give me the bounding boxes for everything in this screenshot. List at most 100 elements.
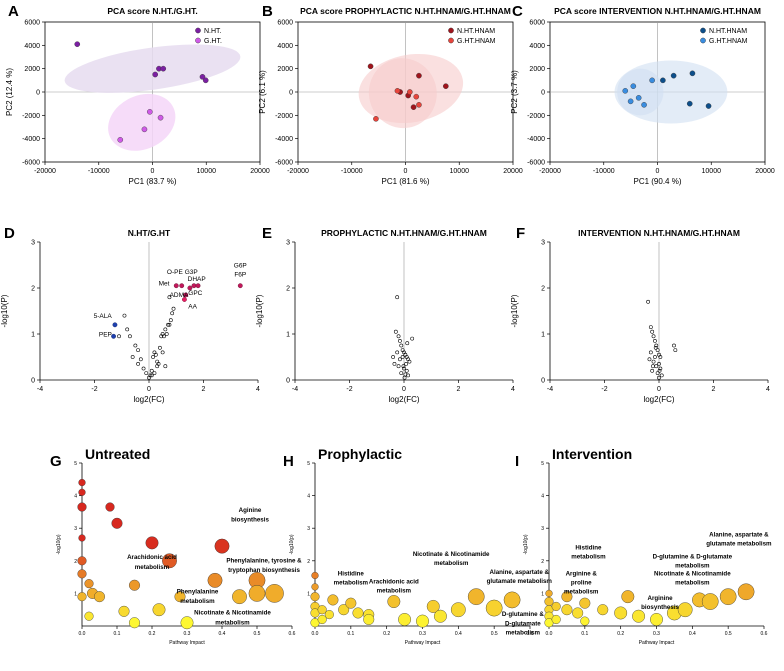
data-point [627, 98, 634, 105]
y-tick-label: 2000 [277, 66, 293, 73]
legend-label: N.HT. [204, 28, 222, 35]
pathway-bubble [701, 593, 719, 610]
data-point [153, 352, 158, 357]
pathway-annotation: Arginine & [566, 570, 598, 577]
x-tick-label: 0.3 [184, 631, 191, 637]
data-point [400, 355, 405, 359]
y-tick-label: 3 [74, 526, 77, 532]
pathway-bubble [416, 614, 429, 628]
data-point [651, 359, 656, 364]
data-point [395, 295, 400, 300]
pathway-bubble [632, 609, 646, 623]
pathway-bubble [363, 613, 375, 625]
y-tick-label: 2 [31, 286, 35, 293]
y-tick-label: -4000 [275, 136, 293, 143]
data-point [202, 77, 209, 84]
x-tick-label: 0.2 [383, 631, 390, 637]
data-point [141, 366, 146, 371]
y-axis-label: -log10(p) [289, 534, 295, 554]
panel-G: 0.0 0.1 0.2 0.3 0.4 0.5 0.6 1 2 3 4 5 Pathway Impact… [56, 461, 302, 646]
pathway-annotation: Phenylalanine, tyrosine & [226, 557, 302, 564]
pathway-bubble [111, 517, 123, 529]
y-tick-label: 3 [307, 526, 310, 532]
data-point [657, 368, 662, 373]
panel-label-e: E [262, 225, 272, 242]
data-point [653, 338, 657, 343]
y-tick-label: 0 [541, 378, 545, 385]
pathway-annotation: metabolism [564, 589, 599, 596]
x-tick-label: 10000 [450, 168, 470, 175]
y-tick-label: 2000 [529, 66, 545, 73]
pathway-annotation: Aginine [239, 507, 262, 514]
x-tick-label: 0 [657, 386, 661, 393]
data-point [635, 95, 642, 101]
x-axis-label: log2(FC) [643, 395, 674, 404]
significant-point [173, 283, 179, 289]
pathway-bubble [214, 538, 230, 554]
x-tick-label: -4 [292, 386, 298, 393]
confidence-ellipse [108, 93, 176, 151]
pathway-annotation: metabolism [675, 580, 710, 587]
data-point [373, 116, 379, 122]
x-tick-label: 0.3 [653, 631, 660, 637]
pathway-bubble [84, 579, 94, 589]
x-tick-label: 0.5 [725, 631, 732, 637]
pathway-annotation: Phenylalanine [177, 588, 219, 595]
data-point [398, 357, 402, 362]
data-point [168, 318, 173, 323]
pathway-bubble [77, 502, 87, 512]
x-tick-label: -2 [601, 386, 607, 393]
y-tick-label: 3 [286, 240, 290, 247]
x-axis-label: PC1 (90.4 %) [633, 177, 681, 186]
pathway-bubble [78, 488, 86, 496]
data-point [658, 355, 663, 359]
pathway-annotation: D-glutamate [505, 620, 541, 627]
point-annotation: O-PE [167, 269, 184, 276]
y-tick-label: -6000 [275, 160, 293, 167]
data-point [659, 373, 664, 378]
data-point [641, 102, 647, 108]
panel-H: 0.0 0.1 0.2 0.3 0.4 0.5 0.6 1 2 3 4 5 Pathway Impact… [289, 461, 552, 646]
data-point [653, 345, 658, 350]
data-point [125, 327, 130, 332]
data-point [413, 93, 420, 100]
pathway-bubble [352, 607, 364, 619]
point-annotation: G3P [185, 269, 198, 276]
panel-I: 0.0 0.1 0.2 0.3 0.4 0.5 0.6 1 2 3 4 5 Pathway Impact… [523, 461, 772, 646]
y-tick-label: 4 [541, 494, 544, 500]
pathway-annotation: Nicotinate & Nicotinamide [194, 610, 271, 617]
data-point [162, 334, 166, 339]
x-tick-label: 0 [147, 386, 151, 393]
point-annotation: F6P [234, 272, 246, 279]
legend-marker [195, 27, 201, 34]
significant-point [179, 283, 185, 289]
y-tick-label: 3 [541, 240, 545, 247]
significant-point [112, 322, 118, 328]
x-tick-label: 0.2 [149, 631, 156, 637]
pathway-bubble [77, 556, 87, 566]
data-point [672, 343, 676, 348]
x-tick-label: 4 [766, 386, 770, 393]
data-point [405, 341, 410, 346]
x-tick-label: 0 [402, 386, 406, 393]
data-point [654, 364, 659, 369]
data-point [128, 334, 132, 339]
pathway-bubble [145, 536, 159, 550]
x-tick-label: 0.4 [689, 631, 696, 637]
chart-title: Untreated [85, 446, 150, 462]
legend-label: N.HT.HNAM [709, 28, 747, 35]
data-point [160, 350, 165, 355]
data-point [117, 137, 124, 143]
x-tick-label: -20000 [34, 168, 56, 175]
pathway-bubble [597, 604, 609, 616]
data-point [657, 361, 661, 366]
significant-point [182, 297, 187, 302]
pathway-annotation: metabolism [215, 619, 250, 626]
legend-marker [448, 37, 454, 44]
data-point [651, 364, 655, 369]
pathway-bubble [128, 617, 140, 629]
pathway-annotation: metabolism [675, 563, 710, 570]
chart-title: PCA score PROPHYLACTIC N.HT.HNAM/G.HT.HN… [300, 6, 511, 16]
data-point [170, 311, 175, 316]
chart-title: PCA score INTERVENTION N.HT.HNAM/G.HT.HN… [554, 6, 761, 16]
